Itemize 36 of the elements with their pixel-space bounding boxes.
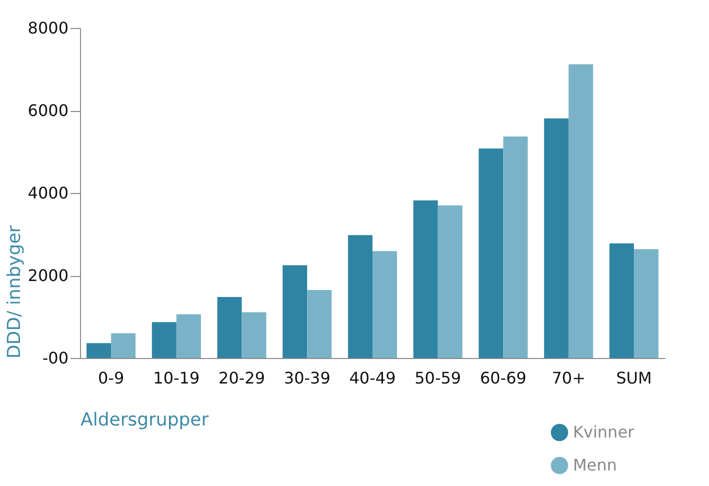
x-axis-title: Aldersgrupper: [80, 410, 210, 430]
x-tick-label: 10-19: [153, 368, 200, 388]
y-tick-label: -00: [42, 348, 68, 368]
bar: [568, 64, 594, 358]
x-tick-label: 70+: [552, 368, 586, 388]
bar: [217, 296, 242, 358]
bar: [503, 136, 528, 358]
bar: [609, 243, 634, 358]
bar: [307, 290, 332, 358]
y-tick-label: 4000: [28, 184, 68, 202]
x-tick-label: SUM: [616, 368, 652, 388]
bar: [176, 314, 201, 358]
bar: [413, 200, 438, 358]
x-tick-label: 40-49: [349, 368, 396, 388]
bar: [372, 251, 398, 358]
bar: [152, 322, 176, 358]
bar: [348, 235, 372, 358]
y-tick-label: 2000: [28, 266, 68, 285]
bar: [242, 312, 266, 358]
bar: [544, 118, 569, 358]
legend-label: Menn: [573, 456, 617, 474]
bar: [438, 205, 462, 358]
bar: [478, 148, 504, 358]
y-axis-title: DDD/ innbyger: [4, 224, 25, 358]
bar: [86, 343, 112, 358]
x-tick-label: 60-69: [480, 368, 526, 388]
legend-label: Kvinner: [573, 422, 635, 442]
bar: [282, 265, 308, 358]
bar: [111, 333, 136, 358]
y-tick-label: 8000: [28, 18, 68, 38]
x-tick-label: 20-29: [218, 368, 266, 388]
x-tick-label: 0-9: [98, 368, 124, 388]
y-tick-label: 6000: [28, 101, 68, 120]
x-tick-label: 30-39: [284, 368, 330, 388]
bar: [634, 249, 658, 358]
x-tick-label: 50-59: [414, 368, 462, 388]
